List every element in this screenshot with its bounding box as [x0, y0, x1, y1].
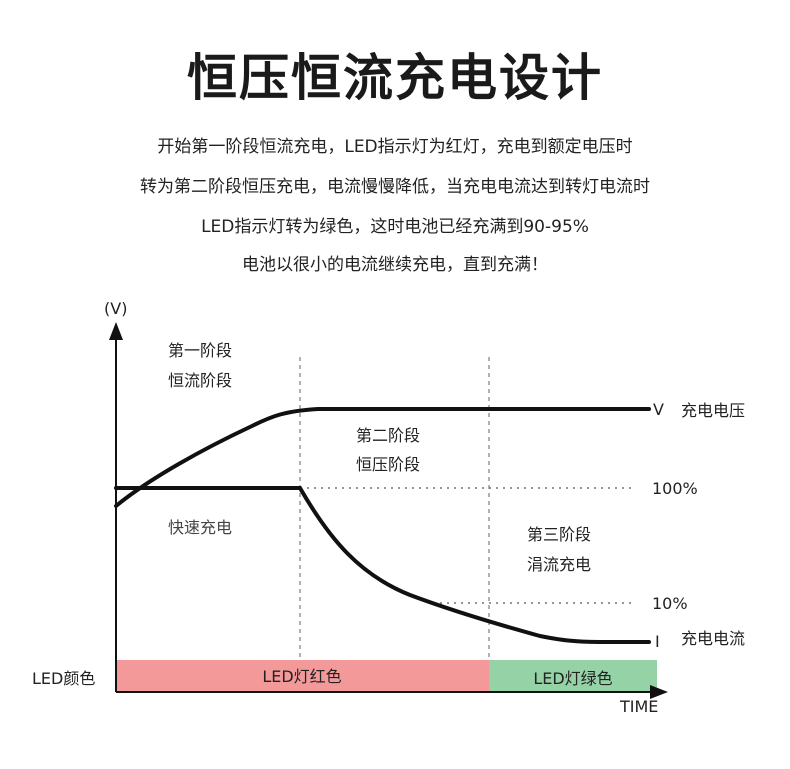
stage2-line2: 恒压阶段 [356, 455, 420, 474]
voltage-symbol: V [653, 400, 664, 419]
x-axis-arrow [650, 685, 668, 699]
pct-10-label: 10% [652, 594, 688, 613]
led-red-bar [116, 660, 489, 692]
stage2-line1: 第二阶段 [356, 426, 420, 445]
led-red-label: LED灯红色 [262, 667, 341, 686]
stage3-line1: 第三阶段 [527, 525, 591, 544]
page-title: 恒压恒流充电设计 [187, 49, 603, 107]
y-axis-label: (V) [104, 299, 127, 318]
description-line-3: LED指示灯转为绿色，这时电池已经充满到90-95% [201, 217, 589, 237]
stage3-line2: 涓流充电 [527, 555, 591, 574]
led-green-label: LED灯绿色 [533, 669, 612, 688]
voltage-curve [114, 407, 651, 508]
description-line-2: 转为第二阶段恒压充电，电流慢慢降低，当充电电流达到转灯电流时 [140, 177, 650, 197]
y-axis-arrow [109, 322, 123, 340]
pct-100-label: 100% [652, 479, 698, 498]
current-symbol: I [655, 632, 660, 651]
description-line-4: 电池以很小的电流继续充电，直到充满！ [242, 255, 548, 275]
stage1-line1: 第一阶段 [168, 341, 232, 360]
description-line-1: 开始第一阶段恒流充电，LED指示灯为红灯，充电到额定电压时 [157, 137, 633, 157]
voltage-label: 充电电压 [681, 401, 745, 420]
fast-charge-label: 快速充电 [168, 518, 232, 537]
led-green-bar [489, 660, 657, 692]
stage1-line2: 恒流阶段 [168, 371, 232, 390]
led-color-label: LED颜色 [32, 669, 95, 688]
current-curve [114, 486, 651, 644]
x-axis-label: TIME [619, 697, 658, 716]
current-label: 充电电流 [681, 629, 745, 648]
